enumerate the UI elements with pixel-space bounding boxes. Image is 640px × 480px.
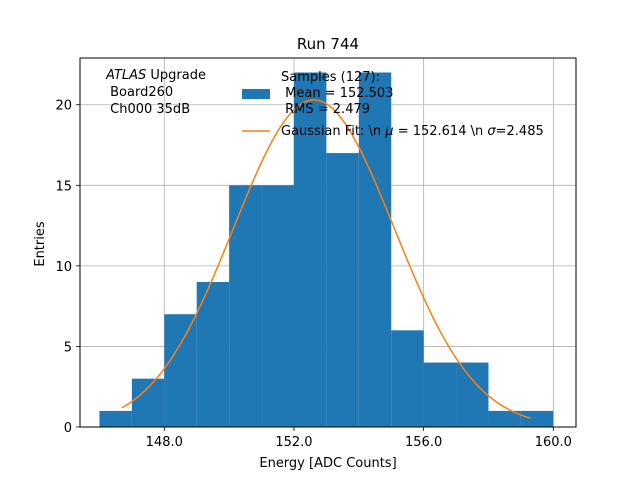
legend-samples-line-2: Mean = 152.503	[281, 86, 393, 101]
axes-frame	[79, 57, 577, 428]
histogram-bar	[293, 72, 327, 427]
legend-samples-swatch	[242, 89, 270, 99]
histogram-bar	[358, 72, 392, 427]
y-tick-label: 15	[55, 179, 72, 194]
histogram-bar	[326, 153, 359, 427]
legend-fit-mu-value: = 152.614 \n	[394, 124, 488, 139]
annotation-line-2: Board260	[106, 85, 173, 100]
legend-fit-prefix: Gaussian Fit: \n	[281, 124, 385, 139]
x-axis-label: Energy [ADC Counts]	[259, 456, 396, 471]
annotation-upgrade: Upgrade	[146, 68, 206, 83]
gaussian-fit	[121, 99, 531, 419]
histogram-bar	[423, 362, 457, 427]
gaussian-fit-curve	[121, 99, 531, 419]
y-tick-label: 10	[55, 260, 72, 275]
chart-title: Run 744	[297, 35, 359, 53]
y-tick-label: 5	[64, 340, 72, 355]
legend-samples-line-3: RMS = 2.479	[281, 102, 370, 117]
x-tick-label: 160.0	[535, 435, 572, 450]
histogram-bar	[456, 362, 489, 427]
legend-fit-sigma-value: =2.485	[496, 124, 544, 139]
histogram-bar	[391, 330, 424, 427]
atlas-annotation: ATLAS Upgrade Board260 Ch000 35dB	[105, 68, 206, 117]
histogram-bar	[488, 410, 521, 427]
histogram-bar	[261, 185, 294, 427]
y-tick-label: 0	[64, 421, 72, 436]
legend: Samples (127): Mean = 152.503 RMS = 2.47…	[242, 70, 544, 139]
x-tick-label: 148.0	[146, 435, 183, 450]
histogram-bar	[196, 281, 230, 427]
y-tick-label: 20	[55, 99, 72, 114]
legend-fit-sigma: σ	[487, 124, 496, 139]
plot-area	[79, 57, 577, 428]
histogram-bar	[131, 378, 165, 427]
annotation-atlas: ATLAS	[105, 68, 146, 83]
y-axis-label: Entries	[33, 221, 48, 267]
histogram-bar	[164, 314, 197, 427]
legend-fit-mu: μ	[384, 124, 393, 139]
annotation-line-1: ATLAS Upgrade	[105, 68, 206, 83]
annotation-line-3: Ch000 35dB	[106, 102, 190, 117]
histogram-bar	[99, 410, 132, 427]
x-tick-label: 156.0	[405, 435, 442, 450]
axis-ticks: 148.0 152.0 156.0 160.0 0 5 10 15 20	[55, 99, 571, 450]
legend-samples-line-1: Samples (127):	[281, 70, 380, 85]
histogram-bar	[229, 185, 262, 427]
legend-fit-label: Gaussian Fit: \n μ = 152.614 \n σ=2.485	[281, 124, 544, 139]
x-tick-label: 152.0	[275, 435, 312, 450]
histogram-bar	[520, 410, 554, 427]
